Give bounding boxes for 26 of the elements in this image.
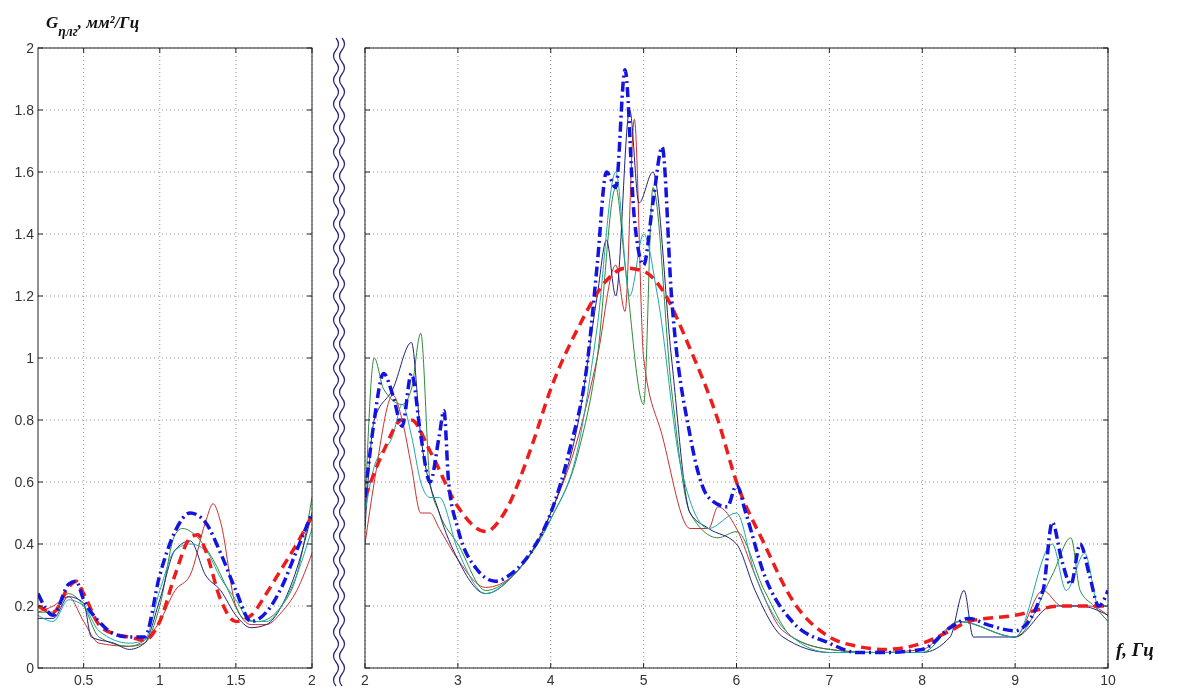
x-tick-label: 3 (453, 672, 462, 688)
x-axis-title: f, Гц (1116, 639, 1154, 660)
x-tick-label: 10 (1100, 672, 1116, 688)
x-tick-label: 4 (546, 672, 555, 688)
y-tick-label: 0.6 (14, 474, 35, 490)
y-tick-label: 0.2 (14, 598, 35, 614)
y-tick-label: 1.8 (14, 102, 35, 118)
x-tick-label: 8 (918, 672, 927, 688)
x-tick-label: 9 (1011, 672, 1020, 688)
x-tick-label: 1.5 (226, 672, 246, 688)
x-tick-label: 0.5 (73, 672, 94, 688)
x-tick-label: 2 (361, 672, 370, 688)
y-tick-label: 1.6 (14, 164, 35, 180)
y-tick-label: 1.4 (14, 226, 35, 242)
x-tick-label: 2 (308, 672, 317, 688)
x-tick-label: 1 (155, 672, 164, 688)
x-tick-label: 7 (825, 672, 834, 688)
y-tick-label: 0.8 (14, 412, 35, 428)
x-tick-label: 6 (732, 672, 741, 688)
y-tick-label: 1 (26, 350, 35, 366)
y-axis-title: G$_{ηлг}$, мм²/Гц (46, 13, 140, 39)
y-tick-label: 0 (26, 660, 35, 676)
x-tick-label: 5 (639, 672, 648, 688)
y-tick-label: 0.4 (14, 536, 35, 552)
y-tick-label: 2 (26, 40, 35, 56)
y-tick-label: 1.2 (14, 288, 35, 304)
